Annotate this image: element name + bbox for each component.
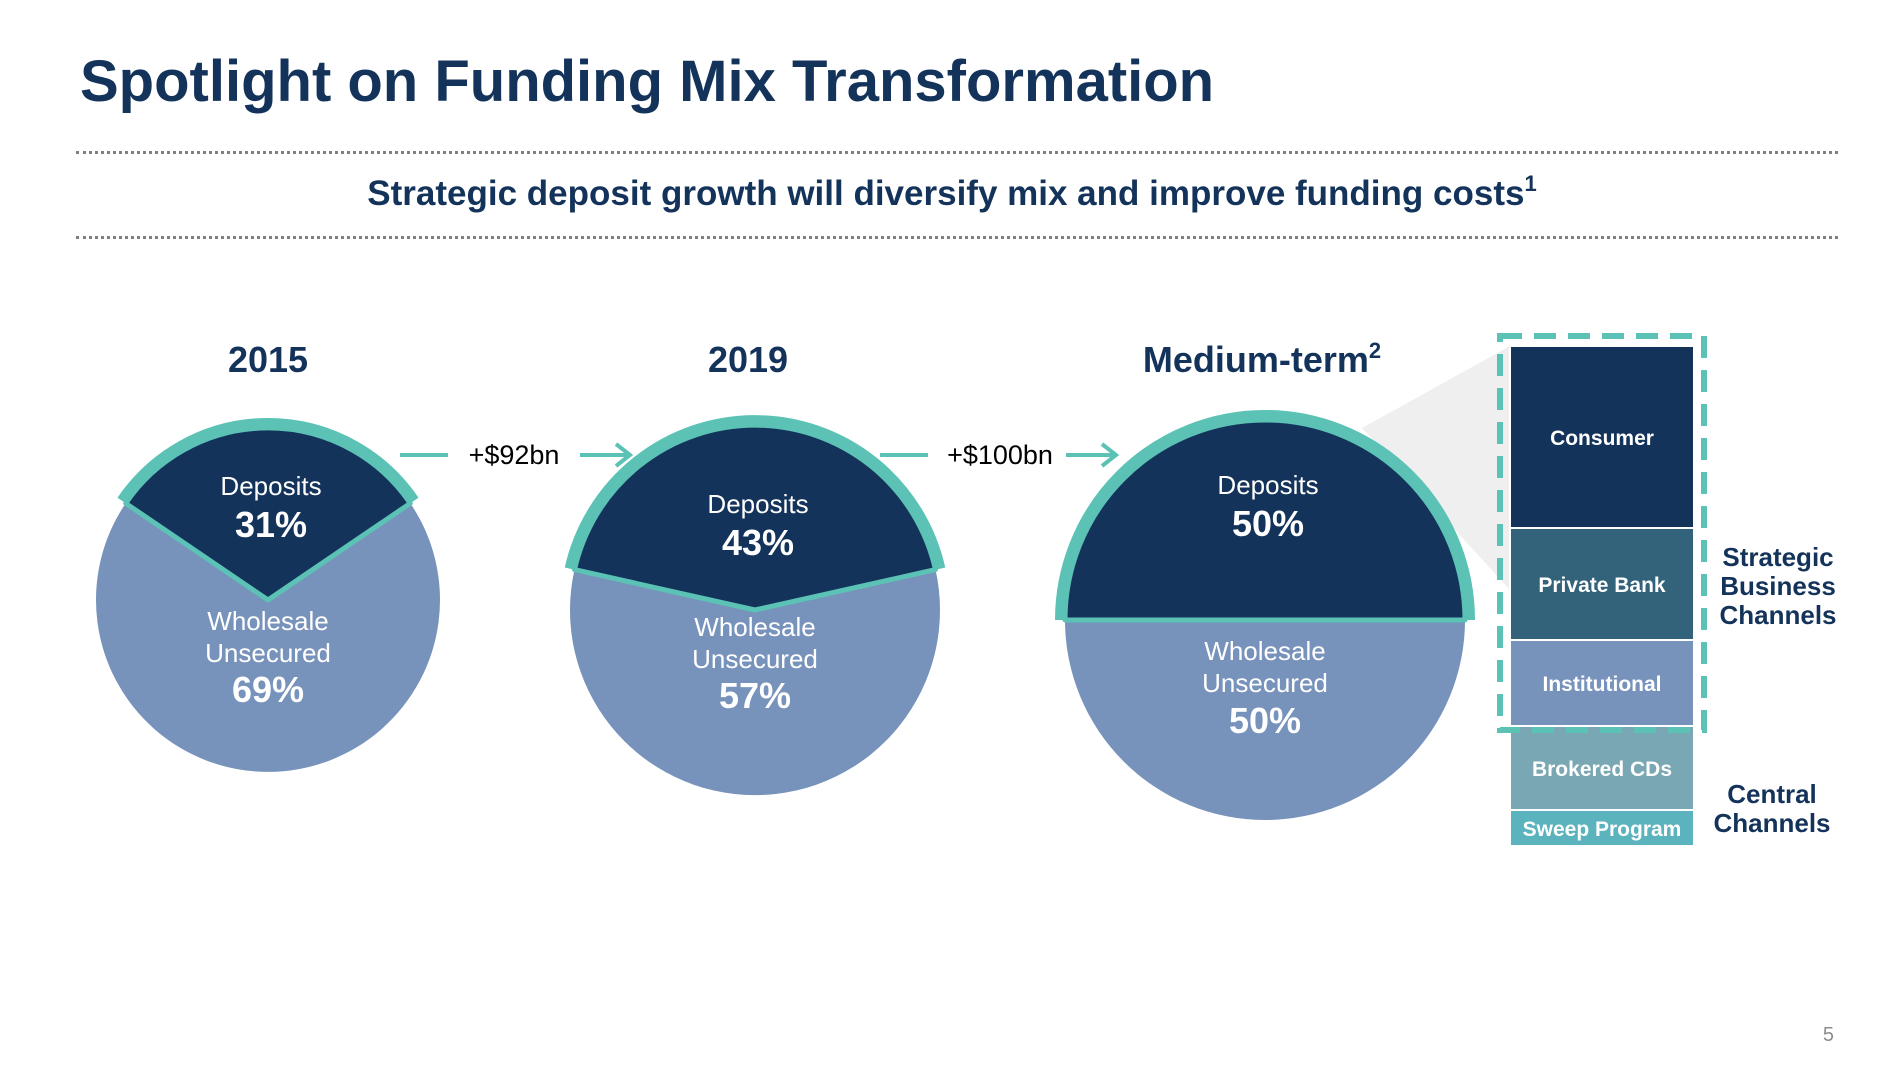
strategic-channels-bracket — [1497, 333, 1707, 733]
top-divider — [76, 151, 1838, 154]
channel-label-brokered-cds: Brokered CDs — [1532, 758, 1672, 781]
growth-arrow-1: +$92bn — [400, 440, 634, 470]
pie-title: 2019 — [708, 339, 788, 380]
growth-label: +$92bn — [469, 440, 560, 470]
channel-label-sweep-program: Sweep Program — [1523, 818, 1682, 841]
subtitle: Strategic deposit growth will diversify … — [0, 171, 1904, 214]
pie-slice-wholesale — [570, 569, 941, 796]
deposits-highlight-arc — [1055, 410, 1475, 621]
wholesale-label-line1: Wholesale — [1204, 636, 1325, 666]
pie-title: Medium-term2 — [1143, 338, 1381, 380]
channel-segment-consumer — [1509, 345, 1695, 529]
channel-segment-brokered-cds — [1509, 725, 1695, 811]
channel-segment-sweep-program — [1509, 809, 1695, 847]
channel-segment-private-bank — [1509, 527, 1695, 641]
central-label-line-1: Central — [1727, 779, 1817, 809]
subtitle-footnote: 1 — [1524, 171, 1537, 196]
callout-shading — [1362, 346, 1510, 590]
deposit-channel-stack: Consumer Private Bank Institutional Brokere… — [1509, 345, 1695, 847]
strategic-label-line-1: Strategic — [1722, 542, 1833, 572]
pie-slice-deposits — [572, 422, 938, 613]
channel-segment-institutional — [1509, 639, 1695, 727]
wholesale-label-line2: Unsecured — [692, 644, 818, 674]
deposits-highlight-arc — [117, 417, 419, 504]
channel-label-consumer: Consumer — [1550, 427, 1654, 450]
strategic-label-line-3: Channels — [1719, 600, 1836, 630]
wholesale-label-line2: Unsecured — [1202, 668, 1328, 698]
wholesale-percent: 57% — [719, 675, 791, 716]
wholesale-label-line2: Unsecured — [205, 638, 331, 668]
strategic-label-line-2: Business — [1720, 571, 1836, 601]
growth-arrow-2: +$100bn — [880, 440, 1120, 470]
pie-slice-wholesale — [1065, 620, 1465, 820]
wholesale-percent: 69% — [232, 669, 304, 710]
wholesale-label-line1: Wholesale — [207, 606, 328, 636]
deposits-label: Deposits — [707, 489, 808, 519]
bottom-divider — [76, 236, 1838, 239]
pie-title-footnote: 2 — [1369, 338, 1381, 363]
wholesale-percent: 50% — [1229, 700, 1301, 741]
pie-slice-wholesale — [96, 503, 441, 772]
arrow-head — [1100, 442, 1120, 468]
wholesale-label-line1: Wholesale — [694, 612, 815, 642]
subtitle-text: Strategic deposit growth will diversify … — [367, 174, 1525, 213]
channel-label-institutional: Institutional — [1543, 673, 1662, 696]
deposits-percent: 50% — [1232, 503, 1304, 544]
deposits-label: Deposits — [220, 471, 321, 501]
deposits-highlight-arc — [564, 415, 946, 570]
growth-label: +$100bn — [947, 440, 1053, 470]
deposits-percent: 43% — [722, 522, 794, 563]
deposits-percent: 31% — [235, 504, 307, 545]
deposits-label: Deposits — [1217, 470, 1318, 500]
pie-title: 2015 — [228, 339, 308, 380]
central-label-line-2: Channels — [1713, 808, 1830, 838]
page-number: 5 — [1822, 1024, 1834, 1046]
arrow-head — [614, 442, 634, 468]
pie-slice-deposits — [123, 425, 413, 603]
channel-label-private-bank: Private Bank — [1538, 574, 1666, 597]
page-title: Spotlight on Funding Mix Transformation — [80, 49, 1215, 114]
pie-chart-3: Medium-term2Deposits50%WholesaleUnsecure… — [1055, 338, 1475, 820]
